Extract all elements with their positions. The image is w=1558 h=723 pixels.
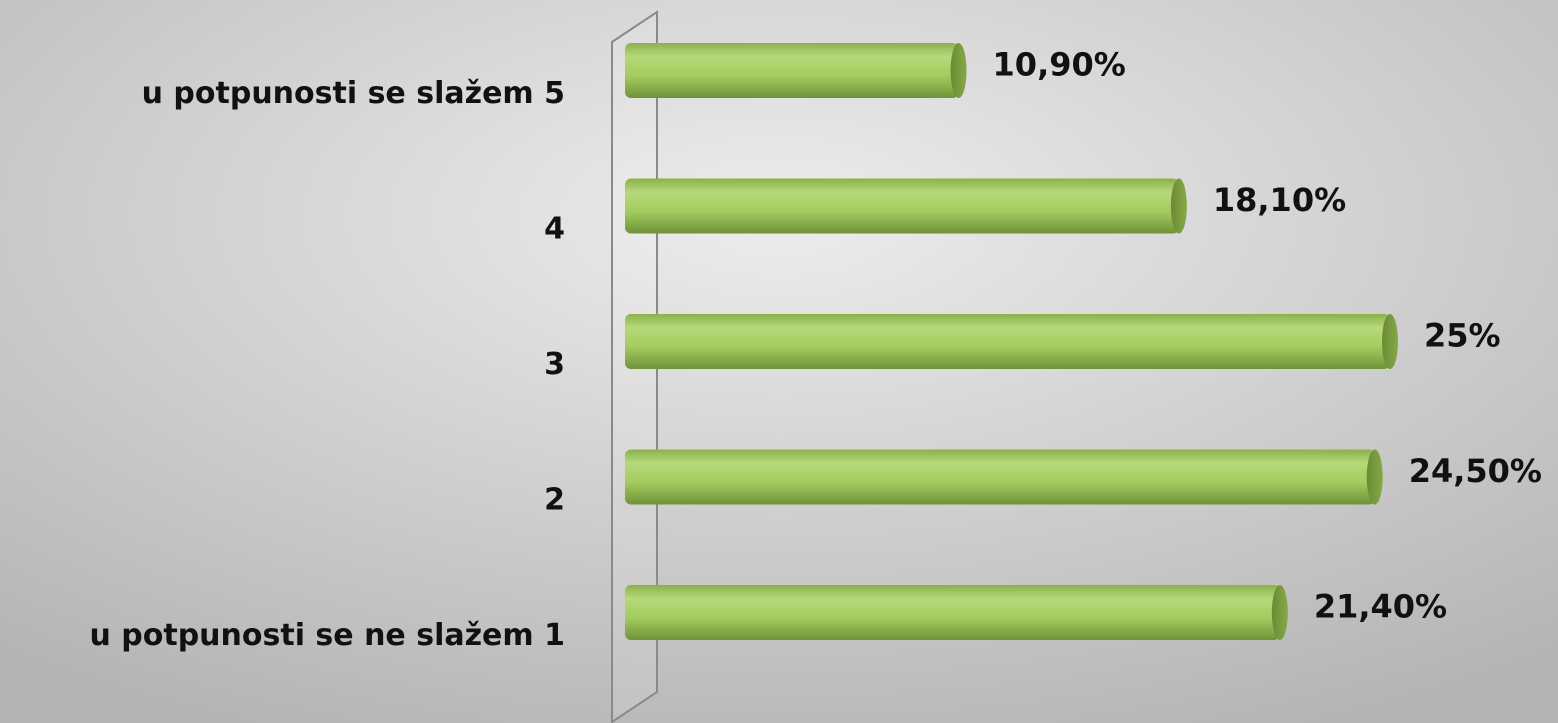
bar-body (625, 43, 959, 98)
bar-cap (1271, 585, 1288, 640)
bar-cap (1382, 314, 1398, 369)
category-label: 4 (544, 212, 565, 247)
bar-body (625, 449, 1375, 505)
bar-body (625, 585, 1280, 640)
bar-body (625, 314, 1390, 369)
bar (625, 43, 967, 98)
bar-cap (1170, 178, 1187, 234)
value-label: 24,50% (1409, 452, 1542, 490)
bar-cap (950, 43, 967, 98)
category-label: u potpunosti se slažem 5 (142, 76, 565, 111)
category-label: 2 (544, 483, 565, 518)
bar-body (625, 178, 1179, 234)
plot-area: u potpunosti se slažem 5 10,90% 4 18,10% 3 25… (89, 43, 1542, 653)
value-label: 18,10% (1213, 181, 1346, 219)
bar (625, 449, 1383, 505)
bar (625, 178, 1187, 234)
category-label: 3 (544, 347, 565, 382)
value-label: 10,90% (993, 46, 1126, 84)
value-label: 25% (1424, 317, 1501, 355)
category-label: u potpunosti se ne slažem 1 (89, 618, 565, 653)
bar (625, 585, 1288, 640)
bar-cap (1366, 449, 1383, 505)
bar (625, 314, 1398, 369)
value-label: 21,40% (1314, 588, 1447, 626)
